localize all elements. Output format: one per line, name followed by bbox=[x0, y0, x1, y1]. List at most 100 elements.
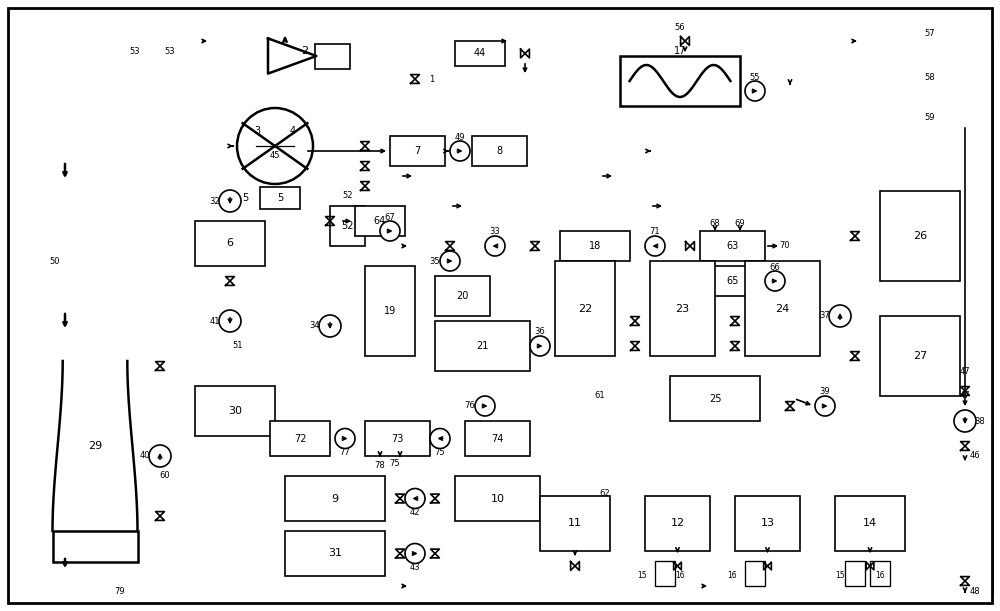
Bar bbox=[655, 561, 675, 586]
Text: 46: 46 bbox=[970, 452, 980, 461]
Text: 34: 34 bbox=[310, 321, 320, 331]
Text: 31: 31 bbox=[328, 549, 342, 558]
Circle shape bbox=[765, 271, 785, 291]
Bar bbox=[745, 561, 765, 586]
Text: 50: 50 bbox=[50, 257, 60, 266]
Text: 78: 78 bbox=[375, 461, 385, 470]
Circle shape bbox=[149, 445, 171, 467]
Bar bbox=[620, 56, 740, 106]
Text: 17: 17 bbox=[674, 46, 686, 56]
Circle shape bbox=[380, 221, 400, 241]
Bar bbox=[560, 231, 630, 261]
Text: 1: 1 bbox=[429, 75, 435, 84]
Text: 75: 75 bbox=[435, 448, 445, 457]
Bar bbox=[455, 41, 505, 66]
Text: 23: 23 bbox=[675, 304, 690, 313]
Bar bbox=[845, 561, 865, 586]
Circle shape bbox=[745, 81, 765, 101]
Text: 9: 9 bbox=[331, 494, 339, 503]
Bar bbox=[285, 531, 385, 576]
Text: 8: 8 bbox=[496, 146, 503, 156]
Text: 27: 27 bbox=[913, 351, 927, 361]
Circle shape bbox=[475, 396, 495, 416]
Bar bbox=[870, 561, 890, 586]
Text: 30: 30 bbox=[228, 406, 242, 416]
Text: 16: 16 bbox=[675, 571, 685, 580]
Text: 56: 56 bbox=[675, 23, 685, 32]
Text: 15: 15 bbox=[637, 571, 647, 580]
Bar bbox=[435, 321, 530, 371]
Bar bbox=[260, 187, 300, 209]
Text: 58: 58 bbox=[925, 73, 935, 82]
Circle shape bbox=[405, 489, 425, 508]
Bar bbox=[270, 421, 330, 456]
Bar bbox=[555, 261, 615, 356]
Text: 12: 12 bbox=[670, 519, 685, 529]
Text: 18: 18 bbox=[589, 241, 601, 251]
Text: 26: 26 bbox=[913, 231, 927, 241]
Circle shape bbox=[219, 310, 241, 332]
Text: 25: 25 bbox=[709, 393, 721, 403]
Bar bbox=[472, 136, 527, 166]
Text: 70: 70 bbox=[780, 241, 790, 251]
Circle shape bbox=[954, 410, 976, 432]
Text: 14: 14 bbox=[863, 519, 877, 529]
Text: 33: 33 bbox=[490, 227, 500, 236]
Text: 29: 29 bbox=[88, 441, 102, 451]
Bar bbox=[195, 386, 275, 436]
Circle shape bbox=[815, 396, 835, 416]
Text: 51: 51 bbox=[233, 342, 243, 351]
Bar bbox=[645, 496, 710, 551]
Bar bbox=[365, 421, 430, 456]
Text: 13: 13 bbox=[761, 519, 774, 529]
Circle shape bbox=[405, 544, 425, 563]
Text: 6: 6 bbox=[226, 238, 234, 249]
Text: 66: 66 bbox=[770, 263, 780, 271]
Circle shape bbox=[430, 428, 450, 448]
Text: 35: 35 bbox=[430, 257, 440, 266]
Bar bbox=[390, 136, 445, 166]
Bar bbox=[880, 191, 960, 281]
Bar bbox=[435, 276, 490, 316]
Text: 59: 59 bbox=[925, 114, 935, 122]
Text: 75: 75 bbox=[390, 459, 400, 469]
Text: 76: 76 bbox=[465, 401, 475, 411]
Text: 4: 4 bbox=[290, 126, 296, 136]
Text: 16: 16 bbox=[727, 571, 737, 580]
Text: 38: 38 bbox=[975, 417, 985, 425]
Bar bbox=[330, 206, 365, 246]
Text: 53: 53 bbox=[130, 46, 140, 56]
Circle shape bbox=[219, 190, 241, 212]
Text: 74: 74 bbox=[491, 433, 504, 444]
Circle shape bbox=[450, 141, 470, 161]
Text: 20: 20 bbox=[456, 291, 469, 301]
Text: 44: 44 bbox=[474, 48, 486, 59]
Text: 3: 3 bbox=[254, 126, 260, 136]
Circle shape bbox=[645, 236, 665, 256]
Text: 39: 39 bbox=[820, 387, 830, 397]
Text: 49: 49 bbox=[455, 133, 465, 142]
Text: 57: 57 bbox=[925, 29, 935, 37]
Text: 62: 62 bbox=[600, 489, 610, 498]
Bar bbox=[540, 496, 610, 551]
Text: 69: 69 bbox=[735, 219, 745, 227]
Text: 65: 65 bbox=[726, 276, 739, 286]
Text: 77: 77 bbox=[340, 448, 350, 457]
Text: 22: 22 bbox=[578, 304, 592, 313]
Bar bbox=[700, 231, 765, 261]
Bar bbox=[670, 376, 760, 421]
Text: 32: 32 bbox=[210, 197, 220, 205]
Bar bbox=[365, 266, 415, 356]
Bar bbox=[465, 421, 530, 456]
Bar bbox=[745, 261, 820, 356]
Text: 64: 64 bbox=[374, 216, 386, 226]
Text: 5: 5 bbox=[277, 193, 283, 203]
Text: 41: 41 bbox=[210, 316, 220, 326]
Bar bbox=[735, 496, 800, 551]
Text: 47: 47 bbox=[960, 367, 970, 376]
Circle shape bbox=[319, 315, 341, 337]
Text: 36: 36 bbox=[535, 327, 545, 337]
Text: 67: 67 bbox=[385, 213, 395, 222]
Text: 21: 21 bbox=[476, 341, 489, 351]
Text: 7: 7 bbox=[414, 146, 421, 156]
